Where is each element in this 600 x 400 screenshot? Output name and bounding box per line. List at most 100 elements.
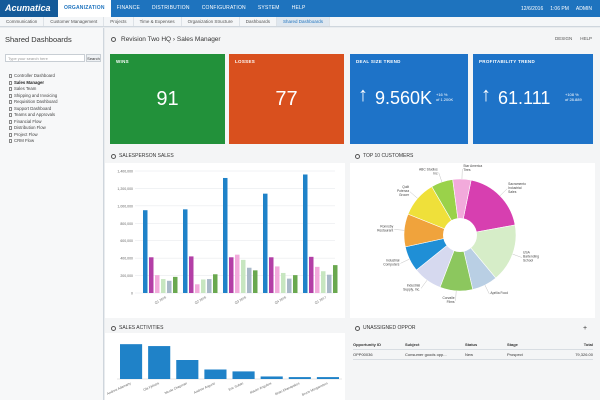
bar[interactable] [229,257,234,293]
sidebar-item-label: Sales Manager [14,79,45,85]
subnav-item[interactable]: Dashboards [240,17,277,26]
bar[interactable] [189,256,194,293]
subnav-item[interactable]: Time & Expenses [134,17,182,26]
bar[interactable] [263,193,268,293]
sidebar-item[interactable]: CRM Flow [9,138,57,145]
bar[interactable] [333,265,338,293]
bar[interactable] [143,210,148,293]
refresh-icon[interactable] [111,325,116,331]
sales-activities-title: SALES ACTIVITIES [111,325,163,331]
design-button[interactable]: DESIGN [554,36,573,41]
sidebar-item[interactable]: Requisition Dashboard [9,99,57,106]
sidebar-search-input[interactable]: Type your search here [5,54,85,62]
kpi-losses[interactable]: LOSSES 77 [229,54,344,144]
bar[interactable] [195,284,200,293]
kpi-title: LOSSES [235,59,256,64]
sidebar-item-label: Sales Team [14,86,37,91]
bar[interactable] [315,266,320,293]
bar[interactable] [235,254,240,293]
refresh-icon[interactable] [111,36,116,42]
bar[interactable] [260,376,283,379]
kpi-deal-size-trend[interactable]: DEAL SIZE TREND ↑ 9.560K +16 % of 1.200K [350,54,468,144]
kpi-baseline: of 1.200K [436,97,454,102]
subnav-item[interactable]: Customer Management [44,17,105,26]
document-icon [9,74,12,79]
bar[interactable] [303,174,308,293]
subnav-item[interactable]: Shared Dashboards [276,17,330,26]
bar[interactable] [309,256,314,293]
bar[interactable] [281,272,286,293]
bar[interactable] [223,177,228,293]
subnav-item[interactable]: Organization Structure [182,17,240,26]
sidebar-item[interactable]: Project Flow [9,132,57,139]
acumatica-logo[interactable]: Acumatica [0,0,58,17]
help-button[interactable]: HELP [580,36,592,41]
kpi-wins[interactable]: WINS 91 [110,54,225,144]
bar[interactable] [288,377,311,379]
menu-item-system[interactable]: SYSTEM [257,5,280,11]
bar[interactable] [316,377,339,379]
sidebar-item[interactable]: Financial Flow [9,119,57,126]
bar[interactable] [207,279,212,293]
column-header: Stage [507,342,518,347]
table-header-row: Opportunity ID Subject Status Stage Total [353,340,593,350]
user-menu[interactable]: ADMIN [575,5,592,12]
bar[interactable] [149,257,154,293]
document-icon [9,132,12,137]
leader-line [409,191,418,199]
table-cell: Consumer goods opp... [405,352,447,357]
bar[interactable] [155,275,160,293]
bar[interactable] [176,360,199,379]
bar[interactable] [120,344,143,379]
bar[interactable] [253,270,258,293]
menu-item-finance[interactable]: FINANCE [116,5,140,11]
subnav-item[interactable]: Projects [104,17,134,26]
bar[interactable] [201,279,206,293]
slice-label: Ronnsby Restaurant [377,224,393,232]
bar[interactable] [204,369,227,380]
sidebar-item[interactable]: Shipping and Invoicing [9,93,57,100]
refresh-icon[interactable] [355,325,360,331]
sidebar-item[interactable]: Support Dashboard [9,106,57,113]
bar[interactable] [321,271,326,293]
kpi-profitability-trend[interactable]: PROFITABILITY TREND ↑ 61.111 +108 % of 2… [473,54,593,144]
bar[interactable] [293,275,298,293]
sidebar-search-button[interactable]: Search [86,54,101,62]
salesperson-sales-title: SALESPERSON SALES [111,153,174,159]
bar[interactable] [269,257,274,293]
sidebar-item[interactable]: Teams and Approvals [9,112,57,119]
menu-item-help[interactable]: HELP [291,5,306,11]
pie-slice[interactable] [452,178,472,236]
bar[interactable] [183,209,188,293]
bar[interactable] [247,267,252,293]
bar[interactable] [213,274,218,293]
bar[interactable] [275,266,280,293]
sidebar-item[interactable]: Distribution Flow [9,125,57,132]
refresh-icon[interactable] [111,153,116,159]
bar[interactable] [327,274,332,293]
sidebar-item[interactable]: Sales Team [9,86,57,93]
bar[interactable] [167,280,172,293]
bar[interactable] [173,276,178,293]
bar[interactable] [161,279,166,293]
table-row[interactable]: OPP00036 Consumer goods opp... New Prospect… [353,350,593,360]
chart-background [105,333,345,400]
add-icon[interactable]: + [583,325,588,332]
sidebar-item-label: Requisition Dashboard [14,99,58,104]
bar[interactable] [241,259,246,293]
bar[interactable] [232,371,255,379]
menu-item-distribution[interactable]: DISTRIBUTION [152,5,190,11]
kpi-subtext: +108 % of 28.889 [565,92,582,102]
menu-item-organization[interactable]: ORGANIZATION [58,0,111,17]
leader-line [421,280,428,289]
menu-item-configuration[interactable]: CONFIGURATION [201,5,246,11]
column-header: Subject [405,342,420,347]
bar[interactable] [287,278,292,293]
sidebar-item[interactable]: Controller Dashboard [9,73,57,80]
bar[interactable] [148,346,171,379]
kpi-value: 61.111 [498,88,551,108]
sidebar-item[interactable]: Sales Manager [9,80,57,87]
subnav-item[interactable]: Communication [0,17,45,26]
refresh-icon[interactable] [355,153,360,159]
pie-slice[interactable] [459,179,516,236]
